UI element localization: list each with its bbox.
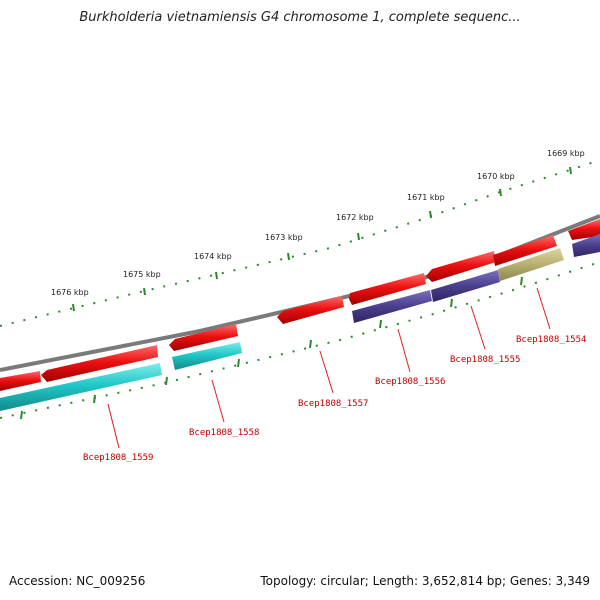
gene-feature[interactable] [352, 290, 432, 323]
ruler-major-tick [287, 252, 290, 261]
gene-feature[interactable] [493, 235, 557, 266]
ruler-label-1675: 1675 kbp [123, 270, 161, 279]
reverse-strand-genes [0, 234, 600, 411]
gene-label-1554[interactable]: Bcep1808_1554 [516, 335, 586, 345]
leader-line [211, 379, 225, 423]
forward-strand-genes [0, 219, 600, 391]
ruler-minor-tick [520, 276, 523, 286]
leader-line [470, 305, 486, 350]
gene-label-1556[interactable]: Bcep1808_1556 [375, 377, 445, 387]
ruler-label-1670: 1670 kbp [477, 172, 515, 181]
leader-line [319, 350, 334, 394]
ruler-minor-tick [309, 339, 312, 349]
ruler-major-tick [215, 271, 218, 280]
leader-line [107, 403, 120, 449]
ruler-track-inner [0, 261, 600, 420]
gene-label-1555[interactable]: Bcep1808_1555 [450, 355, 520, 365]
ruler-minor-tick [165, 376, 168, 386]
ruler-minor-tick [237, 358, 240, 368]
ruler-label-1673: 1673 kbp [265, 233, 303, 242]
topology-text: Topology: circular; Length: 3,652,814 bp… [260, 574, 590, 588]
gene-feature[interactable] [349, 273, 426, 305]
gene-feature[interactable] [0, 363, 162, 411]
ruler-major-tick [357, 232, 360, 241]
gene-feature[interactable] [568, 219, 600, 240]
gene-label-1559[interactable]: Bcep1808_1559 [83, 453, 153, 463]
gene-feature[interactable] [0, 371, 41, 391]
ruler-track: 1676 kbp 1675 kbp 1674 kbp 1673 kbp 1672… [0, 149, 600, 327]
gene-feature[interactable] [169, 324, 238, 351]
ruler-minor-tick [450, 298, 453, 308]
ruler-major-tick [143, 287, 146, 296]
gene-feature[interactable] [41, 345, 158, 382]
gene-label-1558[interactable]: Bcep1808_1558 [189, 428, 259, 438]
gene-feature[interactable] [172, 342, 242, 370]
ruler-label-1671: 1671 kbp [407, 193, 445, 202]
gene-feature[interactable] [572, 234, 600, 257]
accession-text: Accession: NC_009256 [9, 574, 146, 588]
map-title: Burkholderia vietnamiensis G4 chromosome… [79, 10, 521, 25]
ruler-major-tick [499, 188, 502, 197]
ruler-label-1672: 1672 kbp [336, 213, 374, 222]
ruler-minor-tick [20, 410, 23, 420]
gene-label-1557[interactable]: Bcep1808_1557 [298, 399, 368, 409]
leader-line [536, 287, 551, 330]
ruler-minor-tick [93, 394, 96, 404]
leader-line [397, 328, 411, 373]
gene-feature[interactable] [498, 248, 564, 281]
ruler-major-tick [72, 303, 75, 312]
ruler-label-1674: 1674 kbp [194, 252, 232, 261]
ruler-label-1676: 1676 kbp [51, 288, 89, 297]
ruler-label-1669: 1669 kbp [547, 149, 585, 158]
gene-feature[interactable] [277, 296, 344, 324]
label-leaders [107, 287, 551, 449]
gene-feature[interactable] [431, 270, 500, 302]
ruler-major-tick [569, 166, 572, 175]
gene-feature[interactable] [426, 251, 496, 282]
ruler-minor-tick [379, 319, 382, 329]
ruler-major-tick [429, 210, 432, 219]
